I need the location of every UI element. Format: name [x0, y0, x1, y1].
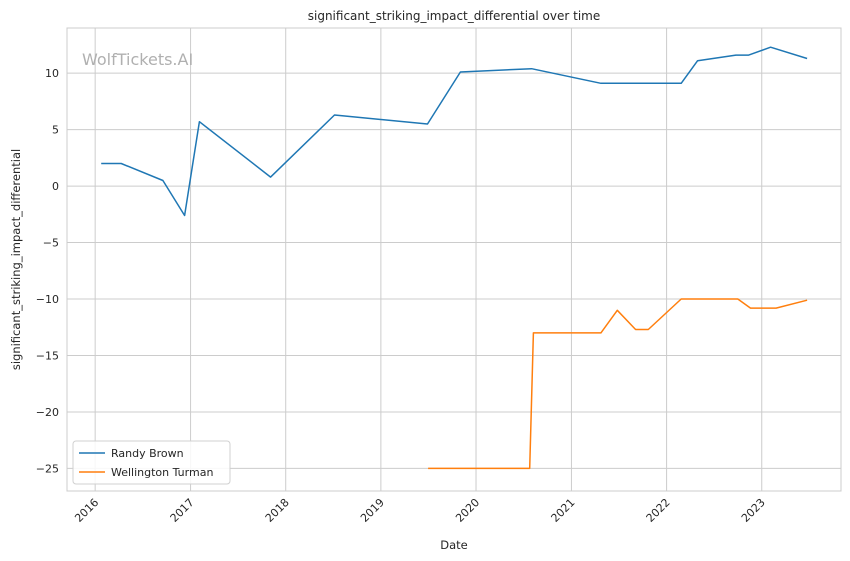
x-axis-label: Date	[440, 538, 468, 552]
series-lines	[101, 46, 808, 470]
y-tick-label: 5	[52, 124, 59, 137]
x-tick-label: 2020	[453, 496, 482, 525]
x-tick-labels: 2016 2017 2018 2019 2020 2021 2022 2023	[72, 496, 768, 525]
legend-box	[72, 440, 231, 485]
y-tick-label: −25	[36, 462, 59, 475]
y-axis-label: significant_striking_impact_differential	[9, 149, 23, 370]
y-tick-label: −20	[36, 406, 59, 419]
y-tick-labels: 10 5 0 −5 −10 −15 −20 −25	[36, 67, 59, 475]
y-tick-label: −15	[36, 349, 59, 362]
x-tick-label: 2021	[549, 496, 578, 525]
grid	[67, 28, 841, 491]
x-tick-label: 2019	[358, 496, 387, 525]
x-tick-label: 2018	[263, 496, 292, 525]
x-tick-label: 2016	[72, 496, 101, 525]
plot-frame	[66, 27, 842, 492]
y-tick-label: −10	[36, 293, 59, 306]
y-tick-label: 0	[52, 180, 59, 193]
y-tick-label: 10	[45, 67, 59, 80]
chart-title: significant_striking_impact_differential…	[308, 9, 600, 23]
series-line-wellington-turman	[428, 298, 808, 470]
y-tick-label: −5	[43, 237, 59, 250]
series-line-randy-brown	[101, 46, 808, 217]
x-tick-label: 2023	[739, 496, 768, 525]
x-tick-label: 2022	[644, 496, 673, 525]
legend-label: Randy Brown	[111, 447, 184, 460]
legend-label: Wellington Turman	[111, 466, 213, 479]
watermark: WolfTickets.AI	[82, 50, 193, 69]
legend: Randy Brown Wellington Turman	[72, 440, 231, 485]
x-tick-label: 2017	[168, 496, 197, 525]
